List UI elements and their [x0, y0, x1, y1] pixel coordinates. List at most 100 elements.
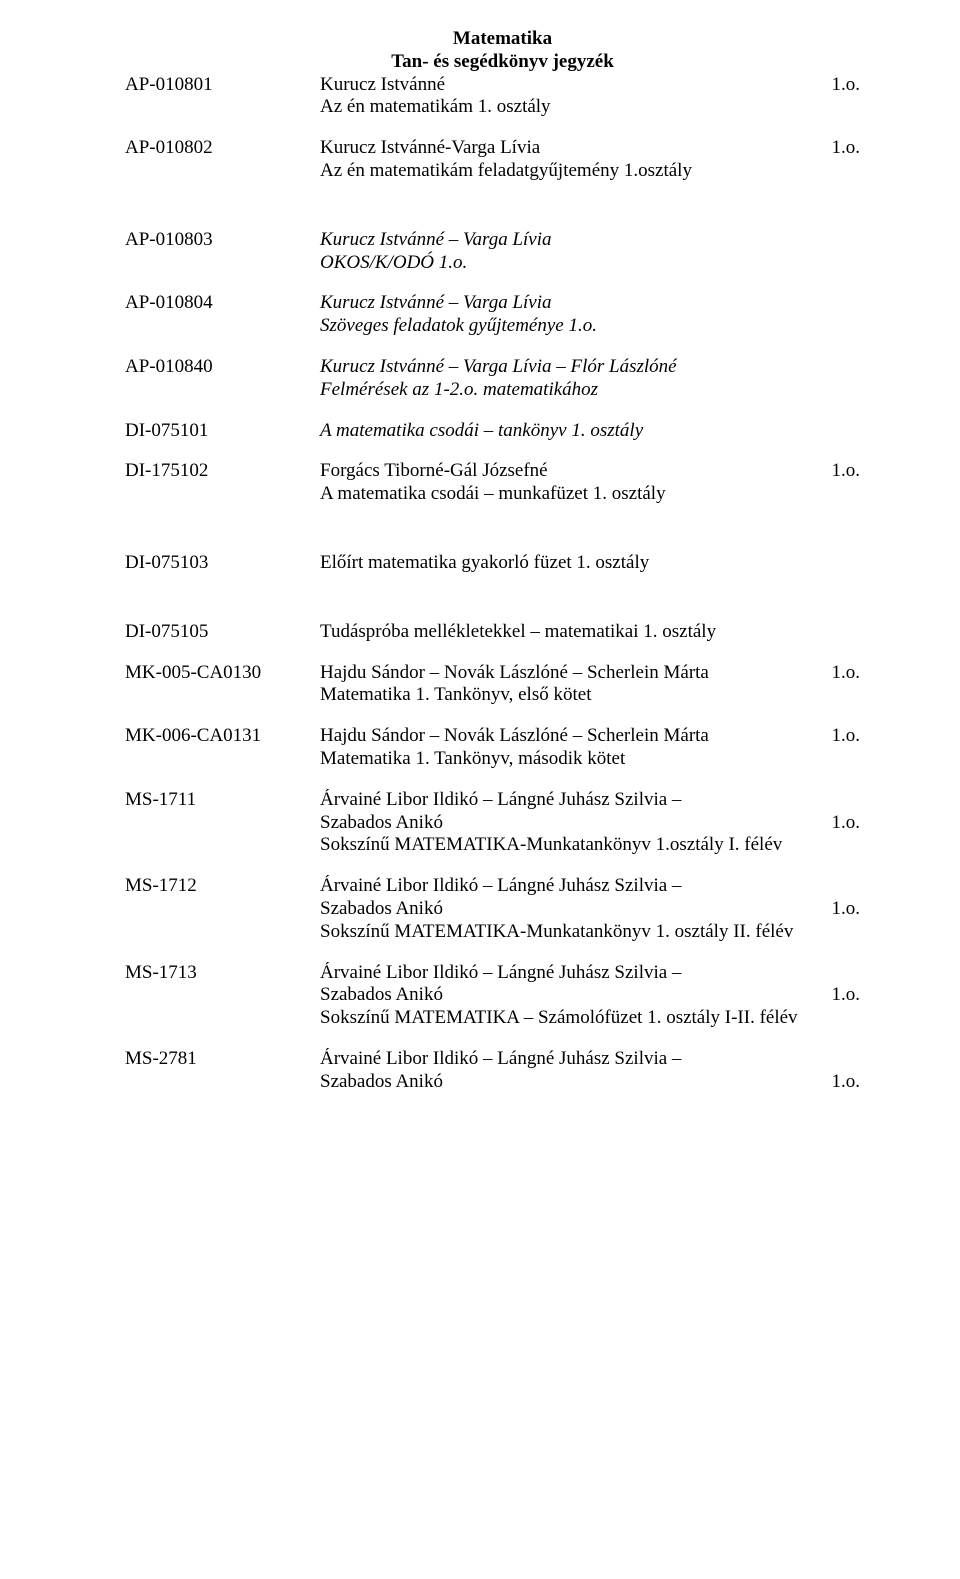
entry-main-line: Kurucz Istvánné – Varga Lívia — [320, 292, 860, 315]
catalog-entry: DI-175102Forgács Tiborné-Gál Józsefné1.o… — [125, 460, 880, 506]
entry-body: Kurucz Istvánné-Varga Lívia1.o.Az én mat… — [320, 137, 860, 183]
entry-body: Kurucz Istvánné1.o.Az én matematikám 1. … — [320, 74, 860, 120]
entry-code: MK-005-CA0130 — [125, 662, 320, 685]
entry-subtitle: Sokszínű MATEMATIKA-Munkatankönyv 1.oszt… — [320, 834, 860, 857]
title-line-1: Matematika — [125, 28, 880, 51]
entry-row: MK-005-CA0130Hajdu Sándor – Novák László… — [125, 662, 880, 708]
catalog-entry: MS-1711Árvainé Libor Ildikó – Lángné Juh… — [125, 789, 880, 857]
document-page: Matematika Tan- és segédkönyv jegyzék AP… — [0, 0, 960, 1124]
entry-subtitle: OKOS/K/ODÓ 1.o. — [320, 252, 860, 275]
entry-main-line: Tudáspróba mellékletekkel – matematikai … — [320, 621, 860, 644]
entry-grade: 1.o. — [822, 1071, 861, 1094]
entry-code: AP-010804 — [125, 292, 320, 315]
entry-row: AP-010804Kurucz Istvánné – Varga LíviaSz… — [125, 292, 880, 338]
entry-author: Szabados Anikó — [320, 1071, 822, 1094]
entry-code: AP-010801 — [125, 74, 320, 97]
entry-main-line: Szabados Anikó1.o. — [320, 812, 860, 835]
entry-grade: 1.o. — [822, 812, 861, 835]
entry-code: AP-010802 — [125, 137, 320, 160]
entry-main-line: Szabados Anikó1.o. — [320, 898, 860, 921]
catalog-entry: MS-2781Árvainé Libor Ildikó – Lángné Juh… — [125, 1048, 880, 1094]
entry-author: Szabados Anikó — [320, 812, 822, 835]
entry-row: MS-2781Árvainé Libor Ildikó – Lángné Juh… — [125, 1048, 880, 1094]
catalog-entry: MS-1712Árvainé Libor Ildikó – Lángné Juh… — [125, 875, 880, 943]
entry-body: Árvainé Libor Ildikó – Lángné Juhász Szi… — [320, 1048, 860, 1094]
entry-row: AP-010802Kurucz Istvánné-Varga Lívia1.o.… — [125, 137, 880, 183]
entry-author-line: Árvainé Libor Ildikó – Lángné Juhász Szi… — [320, 875, 860, 898]
entry-main-line: Forgács Tiborné-Gál Józsefné1.o. — [320, 460, 860, 483]
entry-body: Árvainé Libor Ildikó – Lángné Juhász Szi… — [320, 962, 860, 1030]
entry-code: AP-010840 — [125, 356, 320, 379]
entry-body: Kurucz Istvánné – Varga LíviaOKOS/K/ODÓ … — [320, 229, 860, 275]
entry-author-line: Árvainé Libor Ildikó – Lángné Juhász Szi… — [320, 962, 860, 985]
catalog-entry: MS-1713Árvainé Libor Ildikó – Lángné Juh… — [125, 962, 880, 1030]
entry-code: AP-010803 — [125, 229, 320, 252]
entry-main-line: Kurucz Istvánné – Varga Lívia – Flór Lás… — [320, 356, 860, 379]
entry-row: AP-010803Kurucz Istvánné – Varga LíviaOK… — [125, 229, 880, 275]
entry-grade: 1.o. — [822, 725, 861, 748]
entry-grade: 1.o. — [822, 460, 861, 483]
entry-main-line: Előírt matematika gyakorló füzet 1. oszt… — [320, 552, 860, 575]
entry-subtitle: Az én matematikám feladatgyűjtemény 1.os… — [320, 160, 860, 183]
entry-grade: 1.o. — [822, 898, 861, 921]
entry-main-line: Szabados Anikó1.o. — [320, 984, 860, 1007]
entry-grade: 1.o. — [822, 984, 861, 1007]
catalog-entry: AP-010802Kurucz Istvánné-Varga Lívia1.o.… — [125, 137, 880, 183]
entry-author: Kurucz Istvánné-Varga Lívia — [320, 137, 822, 160]
entry-code: DI-075105 — [125, 621, 320, 644]
entry-subtitle: Sokszínű MATEMATIKA – Számolófüzet 1. os… — [320, 1007, 860, 1030]
entry-body: Árvainé Libor Ildikó – Lángné Juhász Szi… — [320, 789, 860, 857]
entry-author: Hajdu Sándor – Novák Lászlóné – Scherlei… — [320, 725, 822, 748]
entry-main-line: Hajdu Sándor – Novák Lászlóné – Scherlei… — [320, 662, 860, 685]
catalog-entry: DI-075101A matematika csodái – tankönyv … — [125, 420, 880, 443]
entry-body: Előírt matematika gyakorló füzet 1. oszt… — [320, 552, 860, 575]
entry-author: Forgács Tiborné-Gál Józsefné — [320, 460, 822, 483]
entry-code: MK-006-CA0131 — [125, 725, 320, 748]
entry-body: Forgács Tiborné-Gál Józsefné1.o.A matema… — [320, 460, 860, 506]
entry-row: MS-1712Árvainé Libor Ildikó – Lángné Juh… — [125, 875, 880, 943]
catalog-entry: AP-010801Kurucz Istvánné1.o.Az én matema… — [125, 74, 880, 120]
entry-author: Szabados Anikó — [320, 984, 822, 1007]
entry-body: Hajdu Sándor – Novák Lászlóné – Scherlei… — [320, 662, 860, 708]
entry-row: MS-1711Árvainé Libor Ildikó – Lángné Juh… — [125, 789, 880, 857]
entry-main-line: Kurucz Istvánné1.o. — [320, 74, 860, 97]
entry-row: DI-075103Előírt matematika gyakorló füze… — [125, 552, 880, 575]
entry-row: DI-075105Tudáspróba mellékletekkel – mat… — [125, 621, 880, 644]
entry-code: MS-1712 — [125, 875, 320, 898]
entry-subtitle: Szöveges feladatok gyűjteménye 1.o. — [320, 315, 860, 338]
entry-row: DI-175102Forgács Tiborné-Gál Józsefné1.o… — [125, 460, 880, 506]
entry-row: AP-010840Kurucz Istvánné – Varga Lívia –… — [125, 356, 880, 402]
entry-grade: 1.o. — [822, 74, 861, 97]
entry-code: DI-075101 — [125, 420, 320, 443]
entry-author: Kurucz Istvánné – Varga Lívia — [320, 229, 860, 252]
entry-main-line: Kurucz Istvánné – Varga Lívia — [320, 229, 860, 252]
entry-author: A matematika csodái – tankönyv 1. osztál… — [320, 420, 860, 443]
catalog-entry: AP-010803Kurucz Istvánné – Varga LíviaOK… — [125, 229, 880, 275]
entry-main-line: Hajdu Sándor – Novák Lászlóné – Scherlei… — [320, 725, 860, 748]
entry-code: DI-075103 — [125, 552, 320, 575]
entry-author: Tudáspróba mellékletekkel – matematikai … — [320, 621, 860, 644]
title-block: Matematika Tan- és segédkönyv jegyzék — [125, 28, 880, 74]
entry-grade: 1.o. — [822, 137, 861, 160]
entry-main-line: Kurucz Istvánné-Varga Lívia1.o. — [320, 137, 860, 160]
catalog-entry: AP-010804Kurucz Istvánné – Varga LíviaSz… — [125, 292, 880, 338]
entry-author: Kurucz Istvánné – Varga Lívia — [320, 292, 860, 315]
entry-body: Tudáspróba mellékletekkel – matematikai … — [320, 621, 860, 644]
entry-main-line: A matematika csodái – tankönyv 1. osztál… — [320, 420, 860, 443]
entry-subtitle: A matematika csodái – munkafüzet 1. oszt… — [320, 483, 860, 506]
entry-subtitle: Felmérések az 1-2.o. matematikához — [320, 379, 860, 402]
entry-row: MK-006-CA0131Hajdu Sándor – Novák László… — [125, 725, 880, 771]
entry-main-line: Szabados Anikó1.o. — [320, 1071, 860, 1094]
entry-author-line: Árvainé Libor Ildikó – Lángné Juhász Szi… — [320, 1048, 860, 1071]
entry-author-line: Árvainé Libor Ildikó – Lángné Juhász Szi… — [320, 789, 860, 812]
entry-subtitle: Matematika 1. Tankönyv, második kötet — [320, 748, 860, 771]
entry-list: AP-010801Kurucz Istvánné1.o.Az én matema… — [125, 74, 880, 1094]
entry-body: Hajdu Sándor – Novák Lászlóné – Scherlei… — [320, 725, 860, 771]
entry-body: A matematika csodái – tankönyv 1. osztál… — [320, 420, 860, 443]
entry-code: MS-2781 — [125, 1048, 320, 1071]
entry-author: Kurucz Istvánné – Varga Lívia – Flór Lás… — [320, 356, 860, 379]
entry-code: MS-1711 — [125, 789, 320, 812]
entry-grade: 1.o. — [822, 662, 861, 685]
entry-row: MS-1713Árvainé Libor Ildikó – Lángné Juh… — [125, 962, 880, 1030]
entry-subtitle: Az én matematikám 1. osztály — [320, 96, 860, 119]
